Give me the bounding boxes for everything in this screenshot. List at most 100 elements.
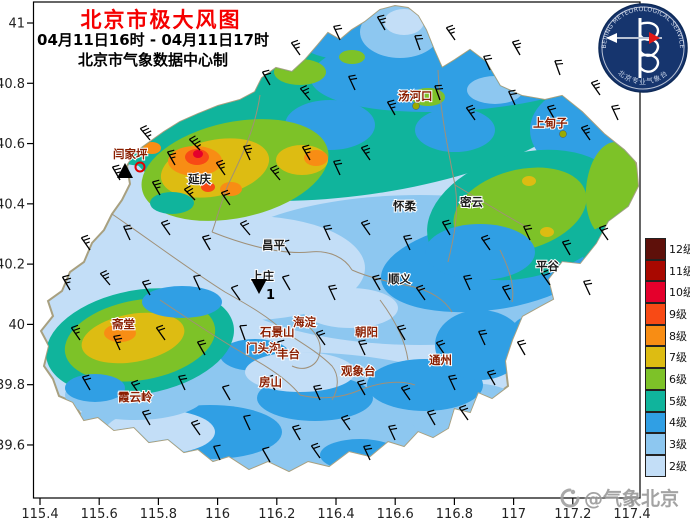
wind-barb-icon xyxy=(554,59,564,76)
plot-frame xyxy=(32,1,641,499)
station-dots xyxy=(134,102,567,173)
y-tick-label: 41 xyxy=(8,17,25,32)
legend: 12级 11级 10级 9级 8级 7级 6级 5级 4级 3级 2级 xyxy=(645,238,690,477)
legend-swatch xyxy=(645,411,666,434)
wind-barb-icon xyxy=(123,224,133,241)
wind-barb-icon xyxy=(61,274,72,291)
wind-barb-icon xyxy=(130,379,141,396)
wind-barb-icon xyxy=(261,446,271,463)
legend-swatch xyxy=(645,368,666,390)
station-ring-marker xyxy=(134,161,146,173)
map-label-station: 闫家坪 xyxy=(113,147,148,161)
watermark-text: @气象北京 xyxy=(584,488,680,510)
map-label-district: 密云 xyxy=(459,195,483,209)
wind-barb-icon xyxy=(348,74,358,91)
district-boundaries xyxy=(111,69,529,401)
agency-logo: BEIJING METEOROLOGICAL SERVICE 北京专业气象台 xyxy=(598,3,688,93)
wind-barb-icon xyxy=(313,384,323,401)
wind-barb-icon xyxy=(356,379,367,396)
y-tick-label: 40.2 xyxy=(0,258,25,273)
watermark-swirl-icon xyxy=(560,488,580,507)
map-label-district: 昌平 xyxy=(262,238,285,252)
wind-barb-icon xyxy=(480,234,491,251)
wind-barb-icon xyxy=(445,24,456,41)
legend-label: 3级 xyxy=(669,438,687,452)
wind-barb-icon xyxy=(243,414,251,431)
x-tick-label: 116 xyxy=(205,507,230,522)
wind-barb-icon xyxy=(196,339,207,356)
wind-barb-icon xyxy=(333,24,343,41)
wind-barb-icon xyxy=(478,329,488,346)
map-label-station: 石景山 xyxy=(259,325,295,339)
map-label-district: 顺义 xyxy=(388,272,411,286)
wind-barb-icon xyxy=(590,79,601,96)
legend-swatch xyxy=(645,389,666,412)
wind-barb-icon xyxy=(463,274,473,291)
wind-barb-icon xyxy=(265,374,276,391)
legend-label: 12级 xyxy=(669,242,690,256)
wind-barb-icon xyxy=(281,274,291,291)
wind-barb-icon xyxy=(291,424,302,441)
map-label-station: 通州 xyxy=(429,353,452,367)
wind-barb-icon xyxy=(598,224,609,241)
x-tick-label: 115.6 xyxy=(81,507,118,522)
wind-barb-icon xyxy=(403,234,413,251)
legend-item: 2级 xyxy=(645,454,690,477)
legend-label: 5级 xyxy=(669,394,687,408)
wind-barb-icon xyxy=(426,409,437,426)
legend-swatch xyxy=(645,281,666,304)
wind-barb-icon xyxy=(508,89,518,106)
wind-barbs xyxy=(61,14,621,463)
legend-label: 7级 xyxy=(669,351,687,365)
legend-label: 11级 xyxy=(669,264,690,278)
wind-barb-icon xyxy=(328,284,338,301)
legend-swatch xyxy=(645,454,666,477)
wind-barb-icon xyxy=(299,85,311,101)
wind-barb-icon xyxy=(80,234,91,251)
wind-barb-icon xyxy=(483,54,493,71)
legend-item: 7级 xyxy=(645,346,690,369)
wind-barb-icon xyxy=(360,219,371,236)
wind-barb-icon xyxy=(516,339,527,356)
min-wind-marker-icon xyxy=(251,279,267,294)
wind-barb-icon xyxy=(81,374,92,391)
legend-item: 6级 xyxy=(645,368,690,390)
wind-barb-icon xyxy=(583,279,593,296)
x-tick-label: 116.2 xyxy=(258,507,295,522)
legend-label: 10级 xyxy=(669,286,690,300)
wind-barb-icon xyxy=(190,419,201,436)
map-label-station: 门头沟 xyxy=(246,341,281,355)
watermark: @气象北京 xyxy=(558,484,679,511)
wind-barb-icon xyxy=(546,104,557,121)
y-tick-label: 40.8 xyxy=(0,77,25,92)
wind-barb-icon xyxy=(434,84,444,101)
legend-item: 5级 xyxy=(645,389,690,412)
wind-flag-emblem-icon xyxy=(606,18,662,78)
legend-swatch xyxy=(645,303,666,325)
x-tick-label: 116.4 xyxy=(317,507,354,522)
wind-barb-icon xyxy=(141,279,152,296)
wind-barb-icon xyxy=(183,185,196,201)
wind-barb-icon xyxy=(215,159,226,176)
wind-barb-icon xyxy=(363,444,373,461)
x-tick-label: 115.4 xyxy=(21,507,58,522)
wind-barb-icon xyxy=(414,34,424,51)
legend-label: 6级 xyxy=(669,372,687,386)
wind-barb-icon xyxy=(139,125,152,141)
legend-swatch xyxy=(645,346,666,369)
wind-barb-icon xyxy=(151,179,162,196)
wind-barb-icon xyxy=(155,324,166,341)
wind-barb-icon xyxy=(281,239,291,256)
wind-barb-icon xyxy=(160,219,171,236)
max-wind-marker-icon xyxy=(117,163,133,178)
wind-barb-icon xyxy=(523,224,533,241)
wind-barb-icon xyxy=(376,14,387,31)
wind-barb-icon xyxy=(178,374,188,391)
map-label-station: 斋堂 xyxy=(111,317,135,331)
wind-barb-icon xyxy=(310,442,321,459)
wind-barb-icon xyxy=(323,224,333,241)
map-label-station: 海淀 xyxy=(293,315,316,329)
legend-swatch xyxy=(645,324,666,347)
wind-barb-icon xyxy=(501,284,512,301)
